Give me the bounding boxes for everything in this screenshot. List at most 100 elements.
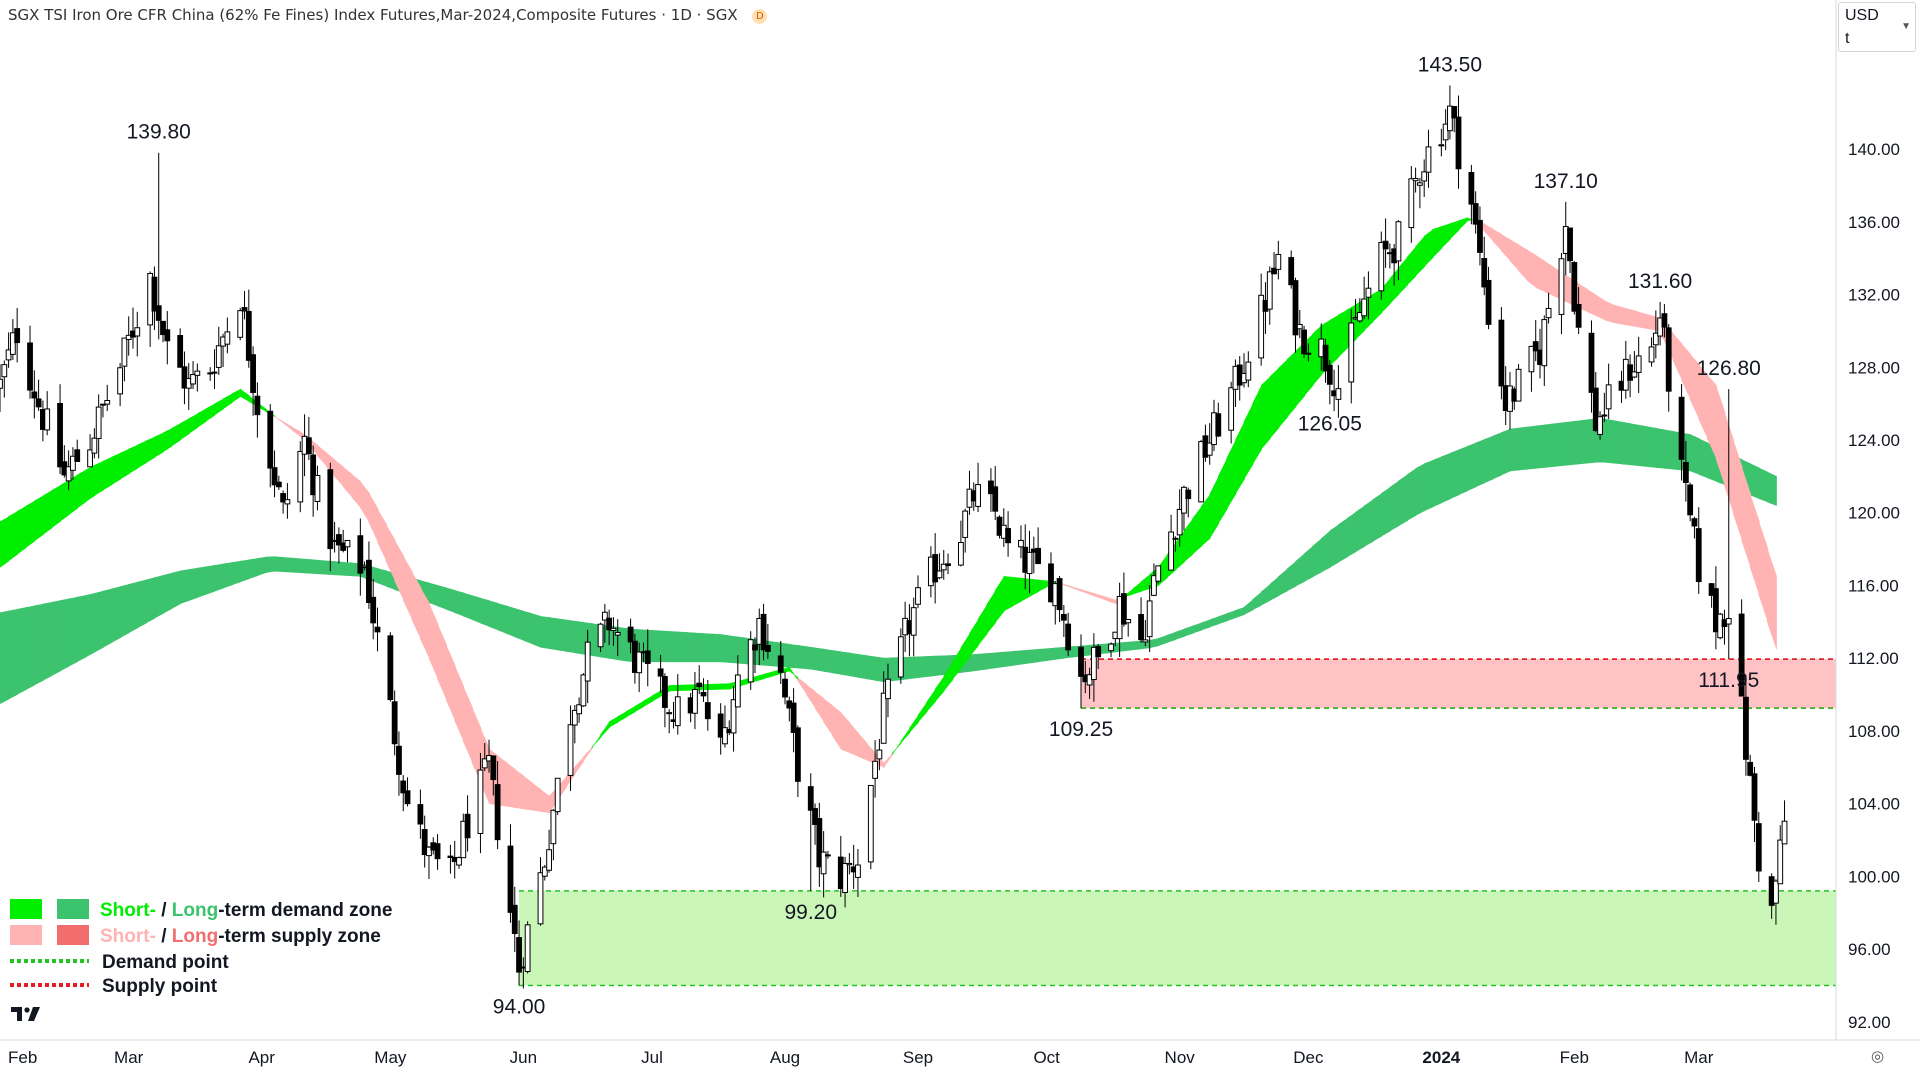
tradingview-logo-icon[interactable] xyxy=(10,1004,42,1029)
long_term_band-segment xyxy=(1698,438,1709,479)
settings-icon[interactable]: ◎ xyxy=(1871,1048,1885,1065)
candle xyxy=(580,673,587,707)
candle xyxy=(880,671,887,744)
candle xyxy=(567,705,574,791)
candle-body xyxy=(417,804,424,825)
short_term_band-segment xyxy=(239,388,250,402)
long_term_band-segment xyxy=(8,608,19,700)
candle-body xyxy=(1738,613,1745,697)
long_term_band-segment xyxy=(59,598,70,672)
currency-unit-selector[interactable]: USD t ▼ xyxy=(1838,2,1916,52)
demand-supply-zones xyxy=(519,658,1836,987)
short_term_band-segment xyxy=(1235,421,1245,495)
candle-body xyxy=(584,641,591,682)
candle-body xyxy=(1305,352,1312,355)
candle xyxy=(1481,236,1488,296)
candle xyxy=(1408,166,1415,243)
long_term_band-segment xyxy=(874,656,885,683)
candle xyxy=(940,549,947,580)
candle-body xyxy=(1301,329,1307,355)
short_term_band-segment xyxy=(394,539,405,601)
candle xyxy=(1712,566,1719,650)
long_term_band-segment xyxy=(1372,492,1383,542)
candle xyxy=(1198,439,1205,503)
candle-body xyxy=(1108,643,1114,652)
short_term_band-segment xyxy=(763,671,774,680)
candle-body xyxy=(1356,312,1363,322)
short_term_band-segment xyxy=(360,480,370,524)
price-axis[interactable]: 92.00 96.00 100.00 104.00 108.00 112.00 116.00… xyxy=(1835,0,1920,1080)
long_term_band-segment xyxy=(1466,442,1477,492)
demand_zone xyxy=(519,890,1836,986)
candle-body xyxy=(284,499,291,505)
candle-body xyxy=(1631,371,1638,378)
candle xyxy=(1060,605,1067,637)
candle xyxy=(1416,177,1423,209)
candle-body xyxy=(366,559,372,604)
legend-item-demand-zone: Short- / Long-term demand zone xyxy=(10,899,392,921)
candle-body xyxy=(1571,262,1578,312)
candle xyxy=(700,678,707,702)
long_term_band-segment xyxy=(531,613,542,648)
candle-body xyxy=(1198,441,1205,503)
chart-title-text: SGX TSI Iron Ore CFR China (62% Fe Fines… xyxy=(8,6,738,24)
candle-body xyxy=(1575,303,1582,328)
candle-body xyxy=(1648,346,1655,363)
short_term_band-segment xyxy=(16,505,27,555)
price-tick-label: 108.00 xyxy=(1848,722,1900,741)
short_term_band-segment xyxy=(540,789,550,814)
long_term_band-segment xyxy=(231,560,242,586)
candle-body xyxy=(434,843,441,860)
short_term_band-segment xyxy=(51,484,61,529)
key-price-label: 126.80 xyxy=(1697,357,1761,380)
long_term_band-segment xyxy=(1286,560,1297,592)
short_term_band-segment xyxy=(1612,304,1623,325)
candle xyxy=(1348,309,1355,404)
short_term_band-segment xyxy=(1715,385,1726,486)
candle-body xyxy=(1146,600,1153,638)
candle-body xyxy=(915,587,921,605)
candle-body xyxy=(580,674,587,707)
long_term_band-segment xyxy=(797,645,808,670)
candle-body xyxy=(391,701,398,745)
candle xyxy=(1078,634,1084,709)
candle xyxy=(1601,392,1608,423)
candle-body xyxy=(481,758,488,769)
long_term_band-segment xyxy=(205,565,216,595)
key-price-label: 131.60 xyxy=(1628,270,1692,293)
candle xyxy=(297,441,304,513)
short_term_band-segment xyxy=(351,473,362,509)
short_term_band-segment xyxy=(377,507,387,562)
price-tick-label: 124.00 xyxy=(1848,431,1900,450)
candle-body xyxy=(1773,880,1779,904)
candle xyxy=(606,609,613,646)
short_term_band-segment xyxy=(76,469,87,509)
candle-body xyxy=(571,709,578,726)
short_term_band-segment xyxy=(1621,306,1631,326)
price-tick-label: 112.00 xyxy=(1848,649,1899,668)
short_term_band-segment xyxy=(171,423,182,447)
key-price-label: 139.80 xyxy=(127,121,191,144)
long_term_band-segment xyxy=(728,635,739,664)
key-price-label: 109.25 xyxy=(1049,718,1113,741)
candle-body xyxy=(816,818,823,868)
candle xyxy=(1108,642,1114,658)
candle-body xyxy=(490,755,497,781)
candle xyxy=(215,326,222,375)
long_term_band-segment xyxy=(1767,471,1777,506)
short_term_band-segment xyxy=(1338,309,1348,358)
legend-rest-text: -term supply zone xyxy=(218,926,381,947)
candle-body xyxy=(692,688,698,714)
long_term_band-segment xyxy=(668,631,679,663)
time-axis[interactable]: Feb Mar Apr May Jun Jul Aug Sep Oct Nov Dec 2024 Feb… xyxy=(0,1039,1920,1080)
short_term_band-segment xyxy=(583,746,593,762)
data-status-badge[interactable]: D xyxy=(752,9,768,24)
candle xyxy=(790,688,797,753)
key-price-label: 143.50 xyxy=(1418,53,1482,76)
candle-body xyxy=(305,437,312,455)
candle-body xyxy=(1125,618,1132,624)
long_term_band-segment xyxy=(977,653,988,671)
short_term_band-segment xyxy=(1526,249,1537,289)
short_term_band-segment xyxy=(1286,350,1297,418)
